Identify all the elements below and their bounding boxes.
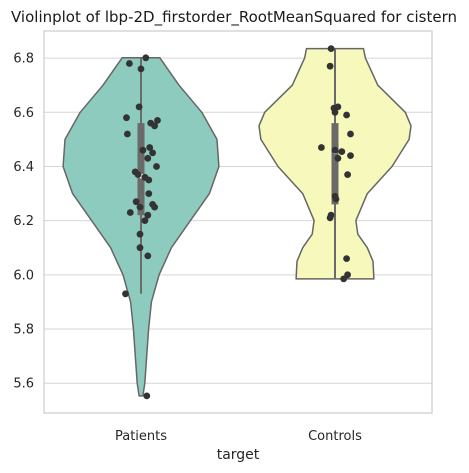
data-point [122, 290, 129, 298]
data-point [132, 198, 140, 206]
data-point [125, 60, 133, 67]
data-point [124, 130, 131, 138]
y-tick-label: 6.0 [13, 268, 34, 283]
y-tick-label: 5.6 [13, 377, 34, 392]
data-point [135, 103, 143, 111]
data-point [338, 148, 346, 156]
data-point [136, 203, 144, 211]
data-point [327, 45, 335, 52]
data-point [334, 154, 342, 162]
data-point [347, 130, 354, 138]
iqr-box-patients [137, 123, 145, 216]
y-tick-label: 6.2 [13, 214, 34, 229]
data-point [144, 252, 152, 260]
data-point [123, 114, 130, 122]
data-point [151, 203, 159, 211]
x-tick-label: Controls [308, 429, 362, 444]
data-point [151, 122, 159, 130]
y-tick-label: 5.8 [13, 323, 34, 338]
data-point [344, 171, 351, 179]
data-point [332, 195, 340, 203]
data-point [326, 214, 334, 222]
data-point [136, 244, 144, 252]
data-point [326, 62, 334, 70]
data-point [141, 217, 149, 225]
data-point [134, 171, 142, 179]
violins [62, 45, 412, 400]
data-point [340, 275, 348, 283]
data-point [126, 209, 134, 216]
chart-title: Violinplot of lbp-2D_firstorder_RootMean… [11, 8, 457, 27]
iqr-box-controls [331, 123, 339, 205]
y-tick-label: 6.6 [13, 106, 34, 121]
y-tick-labels: 5.6 5.8 6.0 6.2 6.4 6.6 6.8 [13, 52, 34, 392]
data-point [347, 152, 354, 160]
x-tick-labels: Patients Controls [115, 429, 362, 444]
x-tick-label: Patients [115, 429, 167, 444]
data-point [146, 144, 154, 151]
data-point [144, 154, 152, 162]
data-point [154, 117, 161, 124]
data-point [142, 54, 150, 62]
data-point [144, 211, 152, 219]
data-point [331, 108, 339, 116]
y-tick-label: 6.8 [13, 52, 34, 67]
data-point [343, 111, 350, 119]
data-point [331, 146, 339, 154]
y-tick-label: 6.4 [13, 160, 34, 175]
data-point [136, 230, 144, 238]
x-axis-label: target [217, 447, 260, 463]
data-point [318, 144, 325, 151]
data-point [343, 255, 350, 262]
plot-frame [43, 30, 433, 414]
data-point [137, 65, 145, 73]
data-point [153, 163, 160, 170]
data-point [145, 190, 153, 198]
data-point [143, 392, 151, 400]
data-point [139, 146, 147, 154]
data-point [145, 176, 153, 184]
data-point [149, 149, 157, 157]
